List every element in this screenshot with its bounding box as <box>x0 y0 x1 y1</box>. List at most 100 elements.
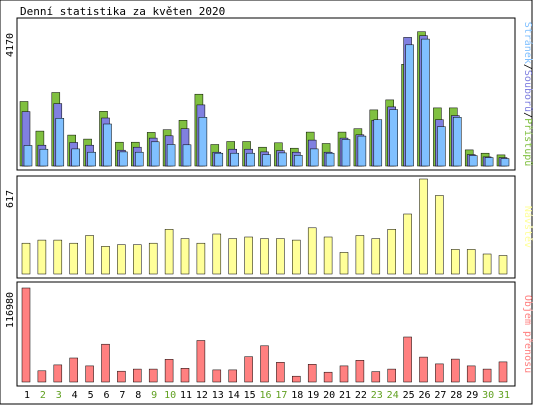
bar-pages-day-31 <box>500 158 510 167</box>
x-tick-label-day-2: 2 <box>40 390 46 401</box>
bar-kbytes-day-28 <box>451 358 460 383</box>
bar-visits-day-24 <box>387 229 396 275</box>
bars-bottom <box>21 287 508 383</box>
x-tick-label-day-31: 31 <box>498 390 510 401</box>
bar-kbytes-day-1 <box>21 287 31 383</box>
bar-kbytes-day-29 <box>466 365 476 383</box>
bar-kbytes-day-19 <box>307 364 317 383</box>
x-tick-label-day-12: 12 <box>196 390 208 401</box>
bar-pages-day-4 <box>71 148 80 167</box>
bar-kbytes-day-31 <box>498 361 508 383</box>
x-tick-label-day-4: 4 <box>72 390 78 401</box>
bar-visits-day-21 <box>339 252 349 275</box>
x-tick-label-day-13: 13 <box>212 390 224 401</box>
x-tick-label-day-16: 16 <box>259 390 271 401</box>
bar-kbytes-day-3 <box>53 364 63 383</box>
bar-visits-day-3 <box>53 239 63 275</box>
x-tick-label-day-20: 20 <box>323 390 335 401</box>
bar-pages-day-15 <box>246 152 255 167</box>
bar-pages-day-7 <box>119 151 128 167</box>
x-tick-label-day-17: 17 <box>275 390 287 401</box>
x-tick-label-day-27: 27 <box>434 390 446 401</box>
bar-kbytes-day-25 <box>403 336 412 383</box>
bar-kbytes-day-5 <box>85 365 94 383</box>
top-legend-part: Souborů <box>522 70 533 112</box>
bar-pages-day-22 <box>357 135 367 167</box>
x-tick-label-day-7: 7 <box>119 390 125 401</box>
bar-visits-day-19 <box>307 227 317 275</box>
x-axis-day-labels: 1 2 3 4 5 6 7 8 9 10 11 12 13 14 15 16 17 18 19 20 21 22 23 24 2… <box>24 390 510 401</box>
bar-pages-day-9 <box>150 141 160 167</box>
x-tick-label-day-22: 22 <box>355 390 367 401</box>
bar-visits-day-12 <box>196 242 206 275</box>
bottom-max-label: 116980 <box>5 292 16 328</box>
x-tick-label-day-30: 30 <box>482 390 494 401</box>
bar-pages-day-12 <box>198 117 208 167</box>
bar-kbytes-day-23 <box>371 371 381 383</box>
top-side-legend: Stránek/Souborů/Přístupů <box>522 22 533 167</box>
bar-pages-day-11 <box>182 144 192 167</box>
bar-visits-day-5 <box>85 235 94 275</box>
bar-kbytes-day-9 <box>148 368 158 383</box>
bar-visits-day-7 <box>117 244 126 275</box>
bar-visits-day-13 <box>212 233 222 275</box>
bar-kbytes-day-7 <box>117 370 126 383</box>
bar-visits-day-8 <box>133 244 142 275</box>
bar-kbytes-day-30 <box>482 368 492 383</box>
panel-frame-middle <box>16 175 516 279</box>
bar-visits-day-14 <box>228 238 237 275</box>
bar-pages-day-17 <box>278 152 287 167</box>
bars-top <box>19 31 510 167</box>
panel-hits-files-pages: 4170 Stránek/Souborů/Přístupů <box>5 17 533 171</box>
bar-visits-day-27 <box>435 195 444 275</box>
bar-pages-day-29 <box>468 155 478 167</box>
bar-visits-day-2 <box>37 239 47 275</box>
x-tick-label-day-24: 24 <box>387 390 399 401</box>
bar-visits-day-22 <box>355 235 365 275</box>
x-tick-label-day-9: 9 <box>151 390 157 401</box>
panel-kbytes: 116980 Objem přenosu <box>5 281 533 387</box>
bar-pages-day-28 <box>453 117 462 167</box>
top-legend-part: Přístupů <box>522 118 533 166</box>
bar-kbytes-day-24 <box>387 368 396 383</box>
top-legend-part: Stránek <box>522 22 533 64</box>
bar-pages-day-5 <box>87 151 96 167</box>
bar-pages-day-18 <box>294 155 303 167</box>
x-tick-label-day-18: 18 <box>291 390 303 401</box>
bar-visits-day-28 <box>451 249 460 275</box>
x-tick-label-day-21: 21 <box>339 390 351 401</box>
panel-frame-top <box>16 17 516 171</box>
x-tick-label-day-23: 23 <box>371 390 383 401</box>
x-tick-label-day-5: 5 <box>88 390 94 401</box>
bar-kbytes-day-16 <box>260 345 269 383</box>
middle-side-legend: Návštěv <box>522 206 533 248</box>
bar-pages-day-2 <box>39 148 49 167</box>
bar-visits-day-15 <box>244 236 253 275</box>
bar-visits-day-1 <box>21 242 31 275</box>
bar-kbytes-day-27 <box>435 363 444 383</box>
bar-kbytes-day-10 <box>164 359 174 383</box>
x-tick-label-day-11: 11 <box>180 390 192 401</box>
x-tick-label-day-6: 6 <box>103 390 109 401</box>
bar-pages-day-30 <box>484 157 494 167</box>
bar-pages-day-21 <box>341 139 351 167</box>
bar-visits-day-26 <box>419 178 428 275</box>
x-tick-label-day-3: 3 <box>56 390 62 401</box>
bar-pages-day-13 <box>214 152 224 167</box>
bar-kbytes-day-11 <box>180 368 190 383</box>
bar-kbytes-day-4 <box>69 357 78 383</box>
bar-kbytes-day-22 <box>355 360 365 383</box>
bar-kbytes-day-8 <box>133 368 142 383</box>
bar-pages-day-27 <box>437 126 446 167</box>
bar-pages-day-19 <box>309 148 319 167</box>
x-tick-label-day-8: 8 <box>135 390 141 401</box>
bars-middle <box>21 178 508 275</box>
bar-kbytes-day-6 <box>101 343 110 383</box>
bar-kbytes-day-15 <box>244 356 253 383</box>
bar-visits-day-20 <box>323 236 333 275</box>
bar-visits-day-25 <box>403 213 412 275</box>
chart-title: Denní statistika za květen 2020 <box>20 5 225 18</box>
bar-pages-day-25 <box>405 44 414 167</box>
bar-kbytes-day-13 <box>212 369 222 383</box>
